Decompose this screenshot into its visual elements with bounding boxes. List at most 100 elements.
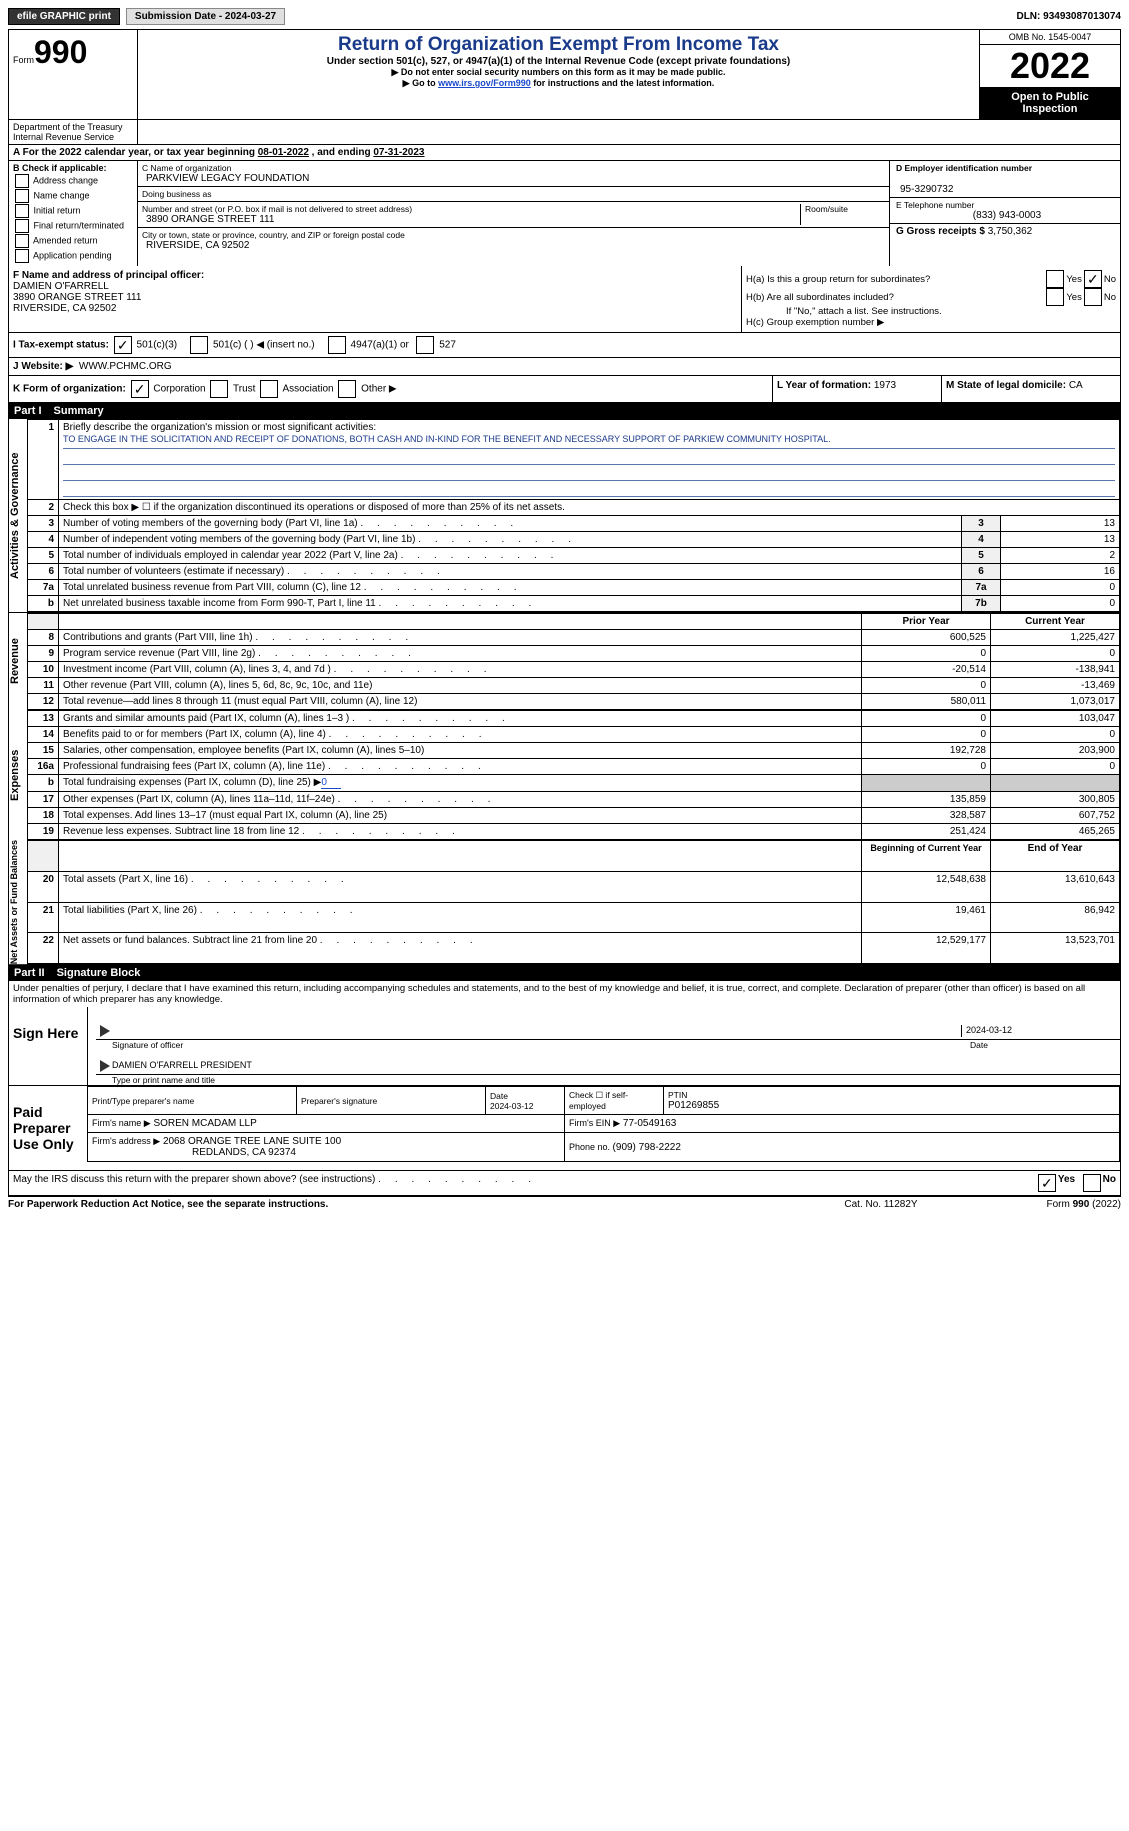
website-value: WWW.PCHMC.ORG — [79, 361, 172, 372]
line4-value: 13 — [1001, 532, 1120, 548]
prior-year-header: Prior Year — [862, 614, 991, 630]
line9-curr: 0 — [991, 646, 1120, 662]
sig-date: 2024-03-12 — [961, 1025, 1116, 1037]
ein-value: 95-3290732 — [896, 184, 1114, 195]
4947-checkbox[interactable] — [328, 336, 346, 354]
discuss-no-checkbox[interactable] — [1083, 1174, 1101, 1192]
line22-curr: 13,523,701 — [991, 933, 1120, 964]
501c-checkbox[interactable] — [190, 336, 208, 354]
assoc-checkbox[interactable] — [260, 380, 278, 398]
self-employed-check[interactable]: Check ☐ if self-employed — [565, 1087, 664, 1115]
ha-label: H(a) Is this a group return for subordin… — [746, 274, 1044, 285]
form-note-2: ▶ Go to www.irs.gov/Form990 for instruct… — [146, 78, 971, 89]
line21-prior: 19,461 — [862, 902, 991, 933]
501c3-checkbox[interactable]: ✓ — [114, 336, 132, 354]
begin-year-header: Beginning of Current Year — [862, 841, 991, 872]
line9-prior: 0 — [862, 646, 991, 662]
line8-prior: 600,525 — [862, 630, 991, 646]
dept-row: Department of the Treasury Internal Reve… — [8, 120, 1121, 145]
city-value: RIVERSIDE, CA 92502 — [142, 240, 885, 251]
revenue-side-label: Revenue — [9, 613, 27, 710]
penalty-statement: Under penalties of perjury, I declare th… — [8, 981, 1121, 1007]
ha-no-checkbox[interactable]: ✓ — [1084, 270, 1102, 288]
discuss-row: May the IRS discuss this return with the… — [8, 1171, 1121, 1196]
ha-yes-checkbox[interactable] — [1046, 270, 1064, 288]
527-checkbox[interactable] — [416, 336, 434, 354]
sig-date-label: Date — [970, 1040, 1120, 1050]
hb-yes-checkbox[interactable] — [1046, 288, 1064, 306]
form-prefix: Form — [13, 55, 34, 65]
officer-signed-name: DAMIEN O'FARRELL PRESIDENT — [112, 1060, 252, 1072]
efile-print-button[interactable]: efile GRAPHIC print — [8, 8, 120, 25]
line16a-curr: 0 — [991, 759, 1120, 775]
revenue-section: Revenue Prior YearCurrent Year 8Contribu… — [8, 613, 1121, 710]
firm-ein: 77-0549163 — [623, 1118, 676, 1129]
discuss-yes-checkbox[interactable]: ✓ — [1038, 1174, 1056, 1192]
line22-prior: 12,529,177 — [862, 933, 991, 964]
line18-curr: 607,752 — [991, 808, 1120, 824]
dln-label: DLN: 93493087013074 — [1016, 11, 1121, 22]
line15-prior: 192,728 — [862, 743, 991, 759]
activities-side-label: Activities & Governance — [9, 419, 27, 612]
line20-curr: 13,610,643 — [991, 871, 1120, 902]
line7b-value: 0 — [1001, 596, 1120, 612]
tax-status-row: I Tax-exempt status: ✓ 501(c)(3) 501(c) … — [8, 333, 1121, 358]
hb-no-checkbox[interactable] — [1084, 288, 1102, 306]
state-domicile: CA — [1069, 380, 1083, 391]
hc-label: H(c) Group exemption number ▶ — [746, 317, 1116, 328]
line17-curr: 300,805 — [991, 792, 1120, 808]
line15-curr: 203,900 — [991, 743, 1120, 759]
tax-year-end: 07-31-2023 — [373, 147, 424, 158]
officer-name: DAMIEN O'FARRELL — [13, 281, 109, 292]
corp-checkbox[interactable]: ✓ — [131, 380, 149, 398]
part2-header: Part II Signature Block — [8, 965, 1121, 981]
type-name-label: Type or print name and title — [88, 1075, 1120, 1085]
officer-label: F Name and address of principal officer: — [13, 270, 204, 281]
calendar-year-row: A For the 2022 calendar year, or tax yea… — [8, 145, 1121, 161]
city-label: City or town, state or province, country… — [142, 230, 885, 240]
dept-treasury: Department of the Treasury — [13, 122, 133, 132]
paperwork-notice: For Paperwork Reduction Act Notice, see … — [8, 1199, 801, 1210]
firm-name: SOREN MCADAM LLP — [153, 1118, 256, 1129]
submission-date-button[interactable]: Submission Date - 2024-03-27 — [126, 8, 285, 25]
line10-prior: -20,514 — [862, 662, 991, 678]
other-checkbox[interactable] — [338, 380, 356, 398]
phone-label: E Telephone number — [896, 200, 1114, 210]
open-to-public: Open to Public Inspection — [980, 87, 1120, 119]
omb-number: OMB No. 1545-0047 — [980, 30, 1120, 45]
amended-checkbox[interactable] — [15, 234, 29, 248]
year-formation: 1973 — [874, 380, 896, 391]
paid-preparer-label: Paid Preparer Use Only — [9, 1086, 87, 1170]
trust-checkbox[interactable] — [210, 380, 228, 398]
paid-preparer-block: Paid Preparer Use Only Print/Type prepar… — [8, 1086, 1121, 1171]
initial-return-checkbox[interactable] — [15, 204, 29, 218]
expenses-side-label: Expenses — [9, 710, 27, 840]
ein-label: D Employer identification number — [896, 163, 1114, 173]
line10-curr: -138,941 — [991, 662, 1120, 678]
line8-curr: 1,225,427 — [991, 630, 1120, 646]
line1-label: Briefly describe the organization's miss… — [63, 422, 376, 433]
activities-section: Activities & Governance 1 Briefly descri… — [8, 419, 1121, 613]
officer-group-row: F Name and address of principal officer:… — [8, 266, 1121, 333]
org-name-label: C Name of organization — [142, 163, 885, 173]
line21-curr: 86,942 — [991, 902, 1120, 933]
line3-value: 13 — [1001, 516, 1120, 532]
firm-phone: (909) 798-2222 — [613, 1142, 681, 1153]
expenses-section: Expenses 13Grants and similar amounts pa… — [8, 710, 1121, 840]
name-change-checkbox[interactable] — [15, 189, 29, 203]
current-year-header: Current Year — [991, 614, 1120, 630]
addr-change-checkbox[interactable] — [15, 174, 29, 188]
tax-year-begin: 08-01-2022 — [258, 147, 309, 158]
irs-link[interactable]: www.irs.gov/Form990 — [438, 78, 531, 88]
sign-here-label: Sign Here — [9, 1007, 88, 1085]
final-return-checkbox[interactable] — [15, 219, 29, 233]
room-label: Room/suite — [805, 204, 885, 214]
line13-curr: 103,047 — [991, 711, 1120, 727]
gross-receipts-label: G Gross receipts $ — [896, 226, 988, 237]
app-pending-checkbox[interactable] — [15, 249, 29, 263]
officer-addr2: RIVERSIDE, CA 92502 — [13, 303, 116, 314]
irs-label: Internal Revenue Service — [13, 132, 133, 142]
page-footer: For Paperwork Reduction Act Notice, see … — [8, 1196, 1121, 1212]
firm-addr1: 2068 ORANGE TREE LANE SUITE 100 — [163, 1136, 341, 1147]
sig-officer-label: Signature of officer — [112, 1040, 970, 1050]
